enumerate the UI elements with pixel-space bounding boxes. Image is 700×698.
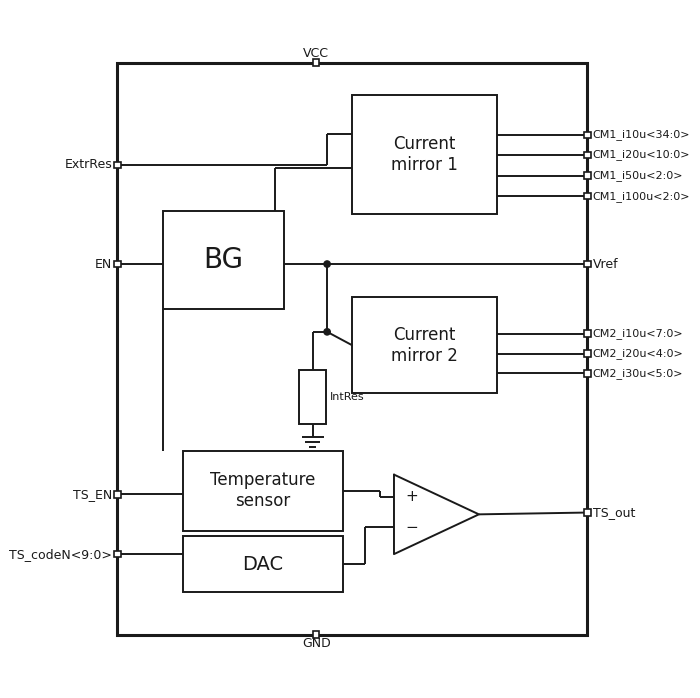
- Bar: [118, 63, 587, 634]
- Text: DAC: DAC: [242, 554, 284, 574]
- Text: CM2_i30u<5:0>: CM2_i30u<5:0>: [593, 368, 683, 379]
- Bar: [584, 132, 591, 138]
- Text: +: +: [406, 489, 419, 505]
- Bar: [352, 95, 497, 214]
- Text: Temperature
sensor: Temperature sensor: [210, 471, 316, 510]
- Text: TS_out: TS_out: [593, 506, 635, 519]
- Text: ExtrRes: ExtrRes: [64, 158, 112, 171]
- Text: Current
mirror 2: Current mirror 2: [391, 326, 458, 365]
- Text: CM1_i10u<34:0>: CM1_i10u<34:0>: [593, 129, 690, 140]
- Bar: [584, 151, 591, 158]
- Bar: [584, 370, 591, 376]
- Text: TS_codeN<9:0>: TS_codeN<9:0>: [9, 548, 112, 560]
- Bar: [352, 297, 497, 393]
- Text: Vref: Vref: [593, 258, 618, 271]
- Bar: [162, 211, 284, 309]
- Bar: [183, 451, 344, 530]
- Bar: [584, 350, 591, 357]
- Text: CM1_i20u<10:0>: CM1_i20u<10:0>: [593, 149, 690, 160]
- Text: CM1_i50u<2:0>: CM1_i50u<2:0>: [593, 170, 683, 181]
- Bar: [313, 59, 319, 66]
- Bar: [299, 370, 326, 424]
- Text: GND: GND: [302, 637, 330, 650]
- Text: CM2_i10u<7:0>: CM2_i10u<7:0>: [593, 328, 683, 339]
- Bar: [313, 632, 319, 638]
- Circle shape: [324, 329, 330, 335]
- Text: Current
mirror 1: Current mirror 1: [391, 135, 458, 174]
- Bar: [584, 172, 591, 179]
- Bar: [114, 551, 120, 557]
- Bar: [584, 193, 591, 200]
- Text: VCC: VCC: [303, 47, 329, 60]
- Text: −: −: [406, 519, 419, 535]
- Bar: [114, 491, 120, 498]
- Text: CM2_i20u<4:0>: CM2_i20u<4:0>: [593, 348, 683, 359]
- Circle shape: [324, 261, 330, 267]
- Bar: [114, 161, 120, 168]
- Bar: [584, 510, 591, 516]
- Bar: [584, 261, 591, 267]
- Text: IntRes: IntRes: [330, 392, 365, 402]
- Bar: [114, 261, 120, 267]
- Bar: [183, 536, 344, 592]
- Bar: [584, 330, 591, 337]
- Text: TS_EN: TS_EN: [73, 488, 112, 501]
- Text: BG: BG: [203, 246, 243, 274]
- Text: EN: EN: [94, 258, 112, 271]
- Text: CM1_i100u<2:0>: CM1_i100u<2:0>: [593, 191, 690, 202]
